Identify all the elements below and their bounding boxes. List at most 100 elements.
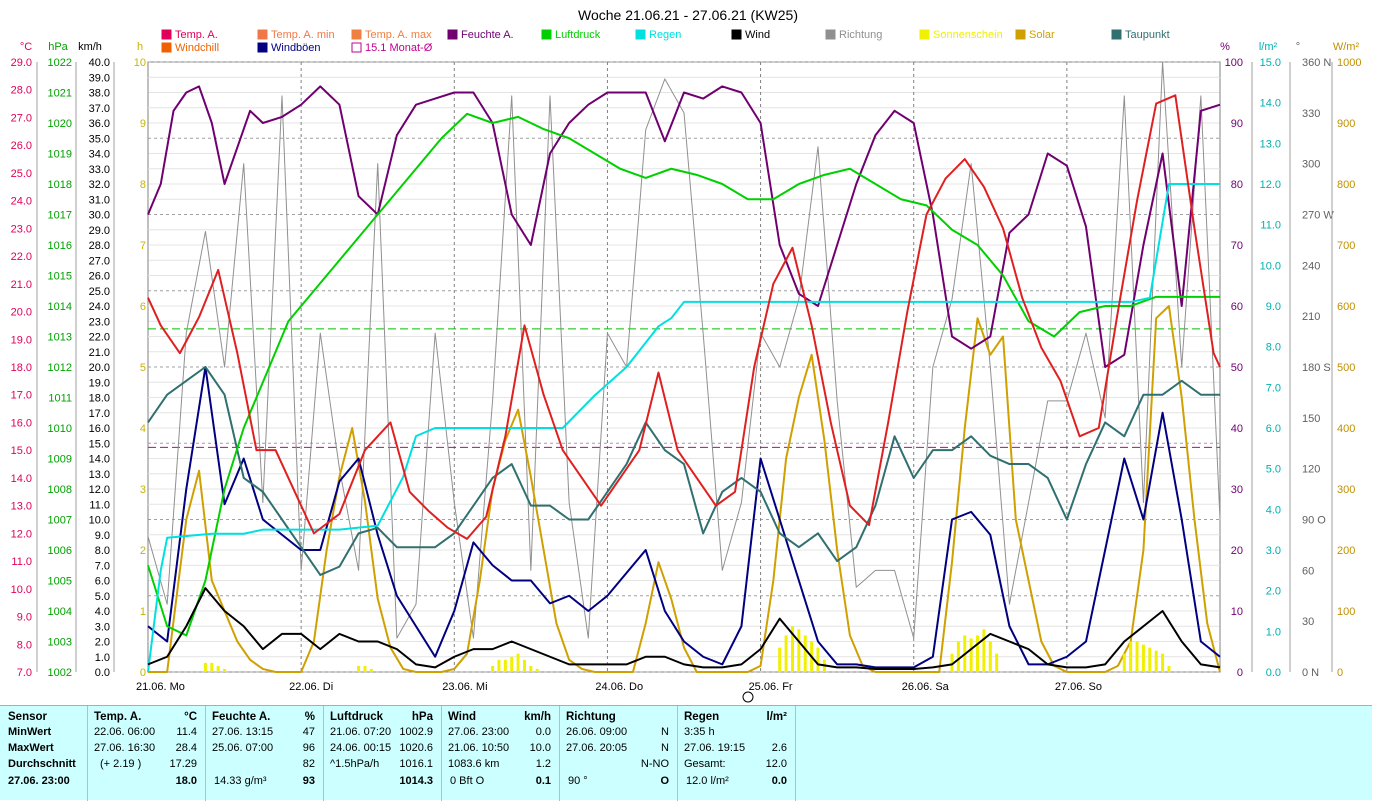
rain-axis-tick: 5.0 <box>1266 464 1281 476</box>
rain-axis-tick: 2.0 <box>1266 586 1281 598</box>
axis-unit-temp: °C <box>20 41 32 53</box>
stats-rain-now-val: 0.0 <box>771 775 787 787</box>
direction-axis-tick: 360 N <box>1302 57 1331 69</box>
wind-axis-tick: 33.0 <box>89 164 110 176</box>
sun-bar-14 <box>535 668 539 672</box>
stats-press-head: Luftdruck <box>330 711 384 723</box>
wind-axis-tick: 25.0 <box>89 286 110 298</box>
solar-axis-tick: 100 <box>1337 606 1355 618</box>
wind-axis-tick: 30.0 <box>89 210 110 222</box>
stats-temp-avg-extra: (+ 2.19 ) <box>100 758 142 770</box>
wind-axis-tick: 14.0 <box>89 454 110 466</box>
rain-axis-tick: 11.0 <box>1260 220 1281 232</box>
wind-axis-tick: 24.0 <box>89 301 110 313</box>
stats-temp-min-time: 22.06. 06:00 <box>94 726 156 738</box>
sun-bar-23 <box>950 653 954 672</box>
humidity-axis-tick: 90 <box>1231 118 1243 130</box>
sunhours-axis-tick: 8 <box>140 179 146 191</box>
pressure-axis-tick: 1014 <box>48 301 72 313</box>
axis-unit-rain: l/m² <box>1259 41 1278 53</box>
humidity-axis-tick: 70 <box>1231 240 1243 252</box>
stats-hum-avg-val: 82 <box>302 758 315 770</box>
wind-axis-tick: 19.0 <box>89 377 110 389</box>
stats-panel: Sensor MinWert MaxWert Durchschnitt 27.0… <box>0 705 1372 801</box>
wind-axis-tick: 27.0 <box>89 255 110 267</box>
wind-axis-tick: 31.0 <box>89 194 110 206</box>
temp-axis-tick: 12.0 <box>11 528 32 540</box>
stats-wind-avg-val: 1.2 <box>535 758 551 770</box>
sunhours-axis-tick: 3 <box>140 484 146 496</box>
sun-bar-1 <box>210 662 214 672</box>
solar-axis-tick: 800 <box>1337 179 1355 191</box>
sun-bar-10 <box>510 656 514 672</box>
legend-label-3: Feuchte A. <box>461 29 514 41</box>
stats-hum-unit: % <box>304 711 315 723</box>
rain-axis-tick: 6.0 <box>1266 423 1281 435</box>
axis-unit-sun_hours: h <box>137 41 143 53</box>
series-line-4 <box>147 366 1220 576</box>
stats-temp-max-val: 28.4 <box>175 742 197 754</box>
x-label-6: 27.06. So <box>1055 681 1102 693</box>
humidity-axis-tick: 0 <box>1237 667 1243 679</box>
legend-label-9: Solar <box>1029 29 1055 41</box>
stats-hum-now-val: 93 <box>302 775 315 787</box>
stats-hum-head: Feuchte A. <box>212 711 271 723</box>
direction-axis-tick: 150 <box>1302 413 1320 425</box>
temp-axis-tick: 21.0 <box>11 279 32 291</box>
temp-axis-tick: 24.0 <box>11 196 32 208</box>
rain-axis-tick: 4.0 <box>1266 504 1281 516</box>
temp-axis-tick: 19.0 <box>11 334 32 346</box>
pressure-axis-tick: 1012 <box>48 362 72 374</box>
sun-bar-34 <box>1141 644 1145 672</box>
stats-dir-now-val: O <box>660 775 669 787</box>
stats-press-avg-val: 1016.1 <box>399 758 433 770</box>
legend-label-1: Temp. A. min <box>271 29 335 41</box>
temp-axis-tick: 8.0 <box>17 639 32 651</box>
series-line-0 <box>147 94 1221 540</box>
pressure-axis-tick: 1019 <box>48 149 72 161</box>
wind-axis-tick: 9.0 <box>95 530 110 542</box>
pressure-axis-tick: 1005 <box>48 576 72 588</box>
legend-label-10: Taupunkt <box>1125 29 1170 41</box>
wind-axis-tick: 37.0 <box>89 103 110 115</box>
stats-col-temp: Temp. A. °C 22.06. 06:00 11.4 27.06. 16:3… <box>88 706 206 801</box>
wind-axis-tick: 28.0 <box>89 240 110 252</box>
sun-bar-35 <box>1148 647 1152 672</box>
direction-axis-tick: 0 N <box>1302 667 1319 679</box>
stats-wind-now-extra: 0 Bft O <box>450 775 485 787</box>
legend-swatch-2 <box>351 29 362 40</box>
stats-label-max: MaxWert <box>8 742 54 754</box>
stats-wind-unit: km/h <box>524 711 551 723</box>
pressure-axis-tick: 1002 <box>48 667 72 679</box>
sun-bar-33 <box>1135 641 1139 672</box>
direction-axis-tick: 210 <box>1302 311 1320 323</box>
stats-press-now-val: 1014.3 <box>399 775 433 787</box>
x-label-0: 21.06. Mo <box>136 681 185 693</box>
wind-axis-tick: 40.0 <box>89 57 110 69</box>
wind-axis-tick: 39.0 <box>89 72 110 84</box>
x-label-5: 26.06. Sa <box>902 681 950 693</box>
stats-dir-max-time: 27.06. 20:05 <box>566 742 628 754</box>
sun-bar-12 <box>522 659 526 672</box>
sun-bar-19 <box>803 635 807 672</box>
wind-axis-tick: 1.0 <box>95 652 110 664</box>
stats-col-humidity: Feuchte A. % 27.06. 13:15 47 25.06. 07:00… <box>206 706 324 801</box>
legend-label-7: Richtung <box>839 29 882 41</box>
rain-axis-tick: 8.0 <box>1266 342 1281 354</box>
sun-bar-29 <box>988 641 992 672</box>
sunhours-axis-tick: 6 <box>140 301 146 313</box>
rain-axis-tick: 1.0 <box>1266 626 1281 638</box>
pressure-axis-tick: 1007 <box>48 515 72 527</box>
wind-axis-tick: 36.0 <box>89 118 110 130</box>
legend-swatch-0 <box>161 29 172 40</box>
series-line-6 <box>147 366 1221 669</box>
legend-swatch-11 <box>161 42 172 53</box>
wind-axis-tick: 15.0 <box>89 438 110 450</box>
stats-col-direction: Richtung 26.06. 09:00 N 27.06. 20:05 N N-N… <box>560 706 678 801</box>
stats-wind-head: Wind <box>448 711 476 723</box>
temp-axis-tick: 14.0 <box>11 473 32 485</box>
legend-swatch-3 <box>447 29 458 40</box>
wind-axis-tick: 32.0 <box>89 179 110 191</box>
sun-bar-32 <box>1129 641 1133 672</box>
stats-wind-min-val: 0.0 <box>535 726 551 738</box>
